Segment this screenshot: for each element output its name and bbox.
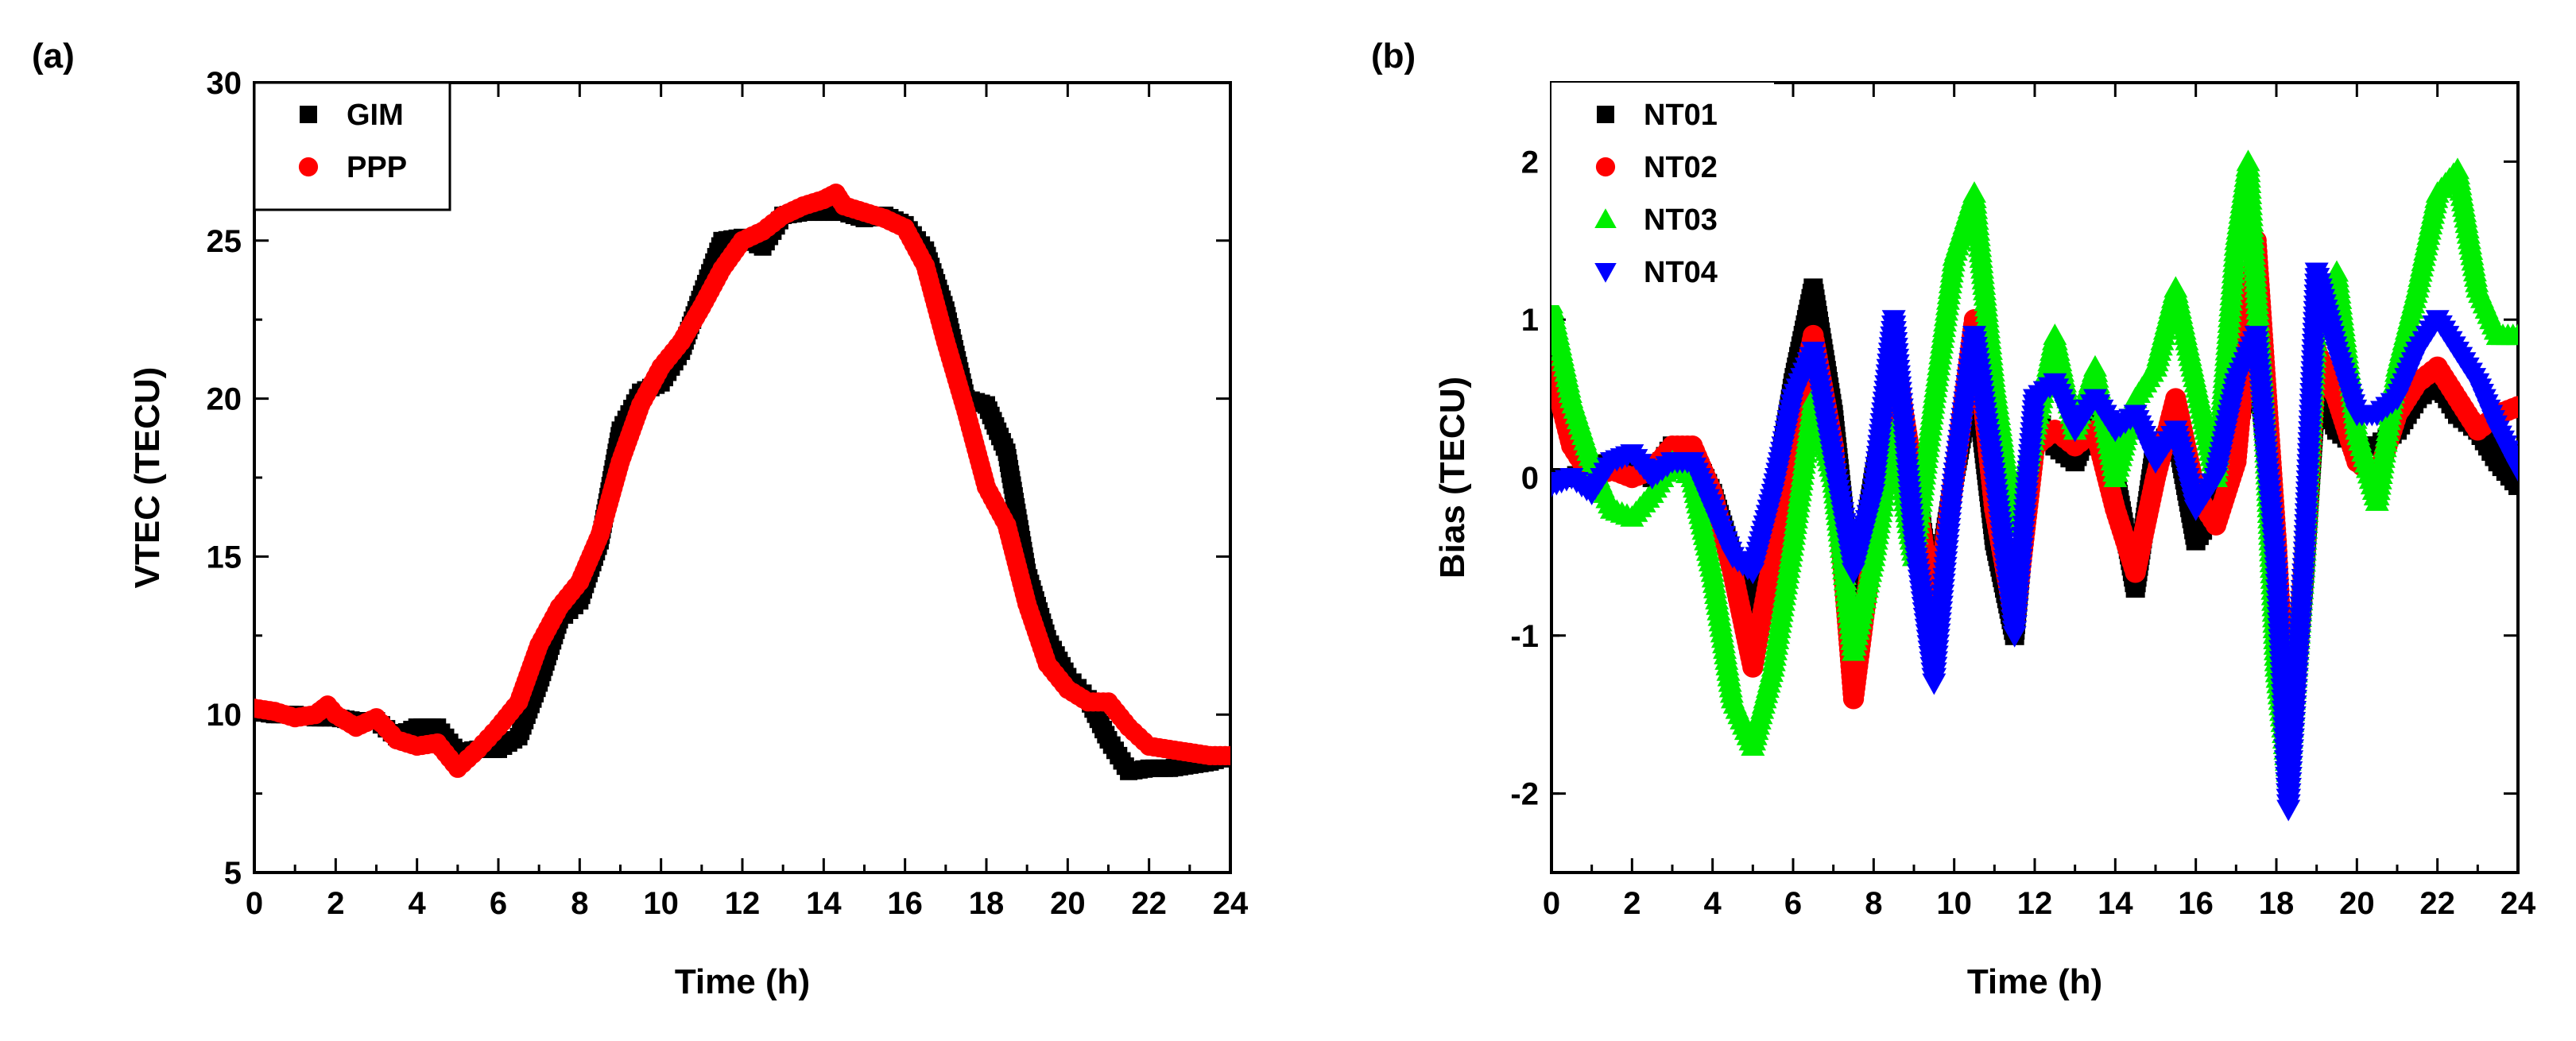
y-tick-label: 25: [207, 224, 242, 259]
panel-label: (a): [32, 37, 75, 75]
y-axis-title: VTEC (TECU): [128, 367, 167, 589]
legend-label-nt02: NT02: [1644, 151, 1718, 184]
y-tick-label: 15: [207, 540, 242, 575]
data-layer: [254, 184, 1230, 780]
x-tick-label: 20: [2339, 886, 2375, 921]
x-tick-label: 24: [2500, 886, 2536, 921]
data-point: [1220, 745, 1230, 765]
legend-label-nt01: NT01: [1644, 99, 1718, 132]
data-point: [2506, 323, 2518, 346]
x-tick-label: 10: [1936, 886, 1972, 921]
legend: NT01 NT02 NT03 NT04: [1551, 83, 1774, 305]
x-tick-label: 0: [1543, 886, 1560, 921]
x-tick-label: 20: [1050, 886, 1086, 921]
y-tick-label: 2: [1521, 145, 1539, 180]
data-point: [2506, 460, 2518, 482]
series-nt04: [1551, 262, 2518, 822]
x-tick-label: 14: [2098, 886, 2133, 921]
x-tick-label: 6: [1784, 886, 1802, 921]
legend-marker-gim: [300, 106, 317, 123]
x-tick-label: 4: [409, 886, 427, 921]
y-axis-title: Bias (TECU): [1433, 377, 1472, 579]
y-tick-label: -1: [1510, 619, 1539, 654]
y-tick-label: 0: [1521, 461, 1539, 496]
x-tick-label: 16: [887, 886, 923, 921]
x-axis-title: Time (h): [675, 962, 810, 1001]
x-tick-label: 2: [327, 886, 344, 921]
x-tick-label: 22: [2419, 886, 2455, 921]
x-tick-label: 18: [2259, 886, 2295, 921]
legend-marker-nt02: [1595, 157, 1616, 177]
x-tick-label: 4: [1704, 886, 1722, 921]
x-tick-label: 12: [2017, 886, 2053, 921]
data-layer: [1551, 149, 2518, 822]
legend-marker-ppp: [298, 157, 319, 177]
y-tick-label: 30: [207, 66, 242, 101]
legend-marker-nt03: [1594, 208, 1617, 228]
x-tick-label: 0: [246, 886, 263, 921]
x-tick-label: 16: [2178, 886, 2214, 921]
x-tick-label: 14: [806, 886, 842, 921]
data-point: [2508, 475, 2518, 495]
y-tick-label: 20: [207, 382, 242, 417]
legend: GIM PPP: [253, 81, 451, 211]
legend-box: [253, 81, 451, 211]
chart-panel-a: (a)0 2 4 6 8 10 12 14 16 18 20 22 2451015202530Time …: [32, 37, 1249, 1001]
x-tick-label: 10: [643, 886, 679, 921]
x-tick-label: 12: [725, 886, 761, 921]
series-ppp: [254, 184, 1230, 778]
y-tick-label: 10: [207, 698, 242, 733]
legend-box: [1551, 83, 1774, 305]
y-tick-label: -2: [1510, 777, 1539, 812]
x-tick-label: 18: [969, 886, 1005, 921]
x-tick-label: 6: [490, 886, 507, 921]
legend-marker-nt04: [1594, 263, 1617, 283]
x-axis-title: Time (h): [1967, 962, 2102, 1001]
panel-label: (b): [1371, 37, 1416, 75]
legend-label-ppp: PPP: [347, 151, 407, 184]
data-point: [2507, 396, 2518, 417]
x-tick-label: 8: [1865, 886, 1882, 921]
y-tick-label: 5: [224, 856, 242, 891]
legend-label-gim: GIM: [347, 99, 404, 132]
x-tick-label: 22: [1131, 886, 1167, 921]
x-tick-label: 2: [1623, 886, 1641, 921]
legend-label-nt04: NT04: [1644, 256, 1718, 289]
legend-label-nt03: NT03: [1644, 203, 1718, 237]
y-tick-label: 1: [1521, 303, 1539, 338]
x-tick-label: 24: [1213, 886, 1249, 921]
legend-marker-nt01: [1597, 106, 1614, 123]
x-tick-label: 8: [571, 886, 588, 921]
